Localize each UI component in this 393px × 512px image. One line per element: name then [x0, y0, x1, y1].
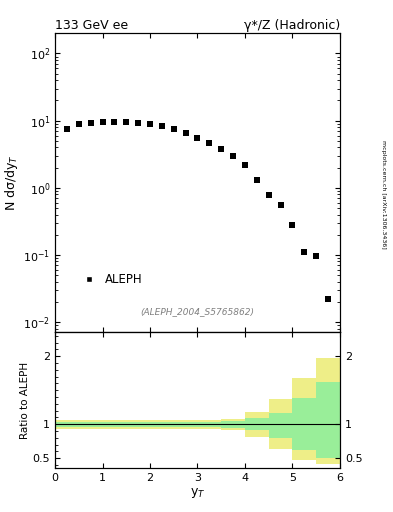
- Y-axis label: N dσ/dy$_T$: N dσ/dy$_T$: [4, 155, 20, 211]
- X-axis label: y$_T$: y$_T$: [190, 486, 205, 500]
- Text: (ALEPH_2004_S5765862): (ALEPH_2004_S5765862): [140, 307, 255, 316]
- Text: 133 GeV ee: 133 GeV ee: [55, 19, 128, 32]
- Legend: ALEPH: ALEPH: [72, 268, 148, 291]
- Text: mcplots.cern.ch [arXiv:1306.3436]: mcplots.cern.ch [arXiv:1306.3436]: [381, 140, 386, 249]
- Y-axis label: Ratio to ALEPH: Ratio to ALEPH: [20, 362, 30, 439]
- Text: γ*/Z (Hadronic): γ*/Z (Hadronic): [244, 19, 340, 32]
